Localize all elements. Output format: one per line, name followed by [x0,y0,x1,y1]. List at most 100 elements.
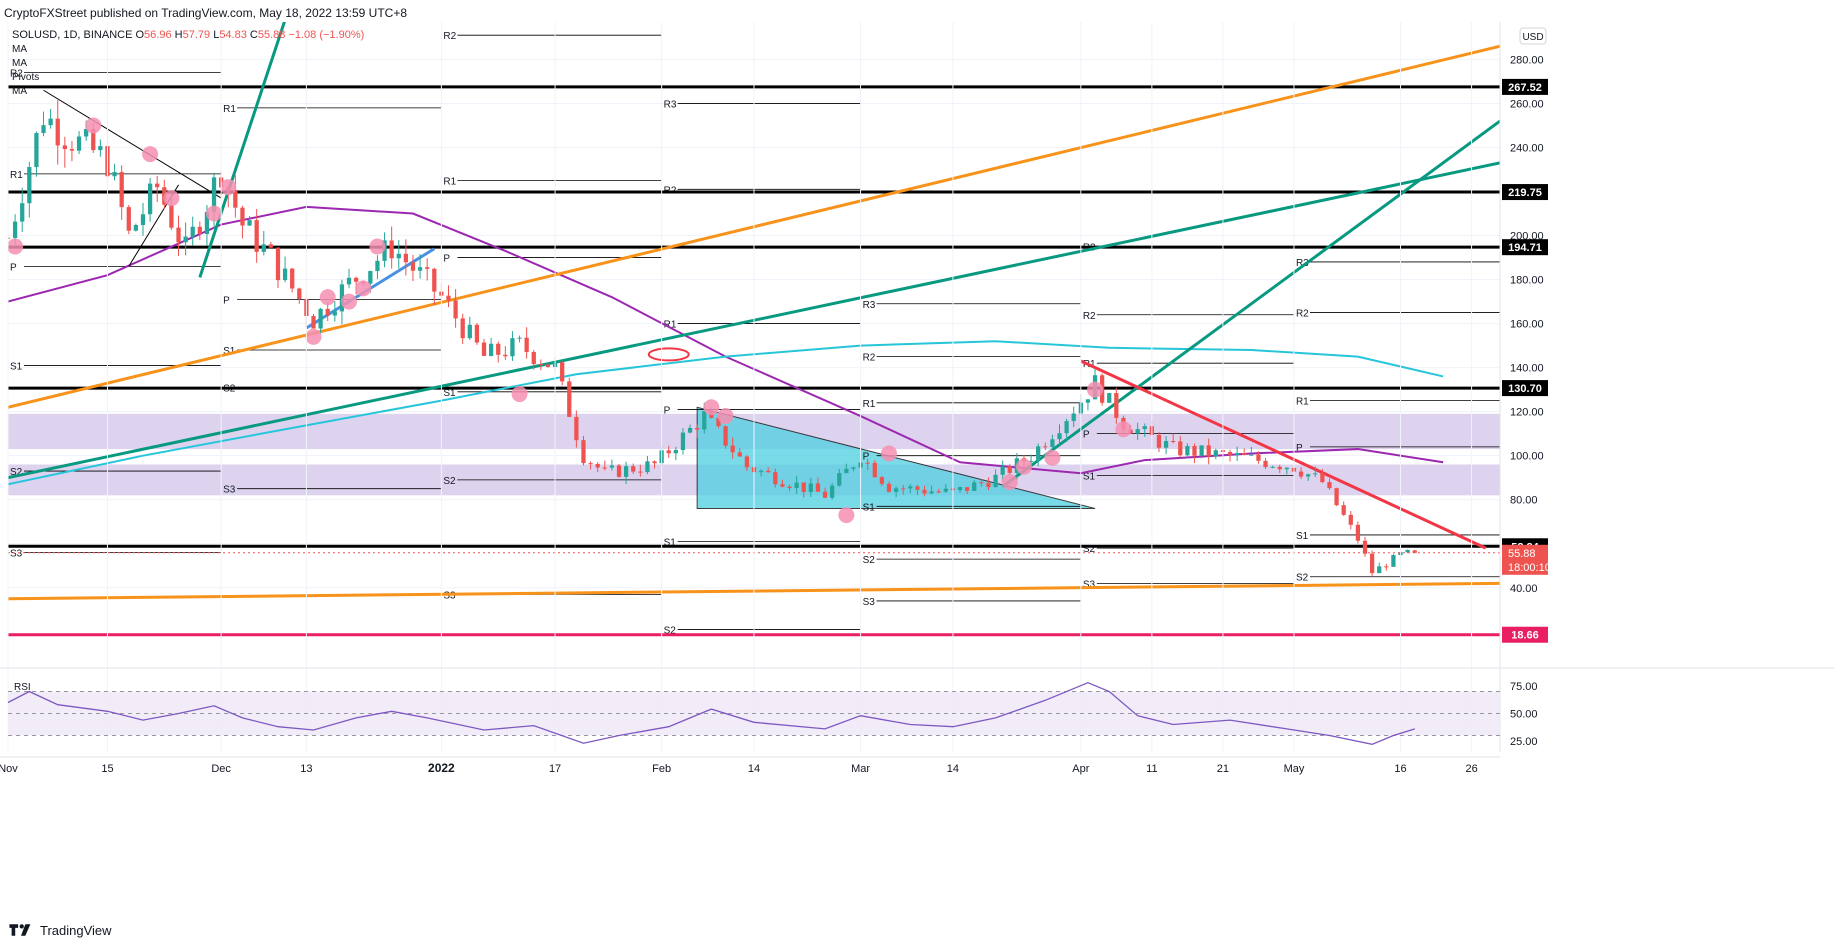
pivot-label: R1 [443,176,456,187]
key-level-badge [1502,184,1548,201]
highlight-circle [319,289,336,306]
pivot-label: S1 [1083,471,1096,482]
bar-countdown: 18:00:10 [1508,562,1551,574]
highlight-circle [8,238,24,255]
pivot-label: R1 [863,399,876,410]
candle-body [1171,440,1176,442]
candle-body [1199,445,1204,456]
candle-body [581,440,586,464]
pivot-label: S2 [10,467,23,478]
candle-body [91,129,96,151]
candle-body [1384,566,1389,568]
candle-body [204,211,210,235]
highlight-circle [511,386,528,403]
candle-body [290,268,295,289]
pivot-label: R3 [664,99,677,110]
pivot-label: P [863,452,870,463]
candle-body [69,149,75,151]
pivot-label: P [443,254,450,265]
highlight-circle [1044,449,1061,466]
pivot-label: P [10,262,17,273]
indicator-label: MA [12,58,27,69]
highlight-circle [220,179,237,196]
pivot-label: S1 [10,361,23,372]
key-level-badge-label: 194.71 [1508,242,1542,254]
candle-body [687,427,693,433]
pivot-label: S2 [1296,573,1309,584]
y-tick-label: 100.00 [1510,451,1544,463]
candle-body [666,450,671,454]
candle-body [481,342,487,356]
legend-h-value: 57.79 [183,29,214,41]
y-tick-label: 280.00 [1510,54,1544,66]
indicator-label: MA [12,44,27,55]
candle-body [233,189,238,208]
candle-body [1313,473,1318,475]
candle-body [574,416,579,441]
candle-body [773,472,778,485]
candle-body [126,207,131,231]
pivot-label: S1 [223,346,236,357]
x-tick-label: Feb [652,763,671,775]
candle-body [1263,460,1268,468]
pivot-label: R1 [1296,397,1309,408]
legend-c-label: C [250,29,258,41]
x-tick-label: 2022 [428,761,455,775]
candle-body [972,482,977,491]
candle-body [929,491,934,494]
highlight-circle [305,328,322,345]
candle-body [282,268,288,281]
candle-body [1284,467,1289,470]
candle-body [602,467,607,469]
candle-body [872,462,877,478]
candle-body [34,133,39,168]
pivot-label: R2 [1083,311,1096,322]
tradingview-footer[interactable]: TradingView [8,922,112,938]
candle-body [410,262,416,271]
candle-body [48,118,53,126]
candle-body [1377,566,1382,574]
legend-o-value: 56.96 [144,29,175,41]
highlight-circle [163,190,180,207]
candle-body [1057,433,1062,440]
candle-body [446,295,451,301]
candle-body [432,268,437,292]
candle-body [965,487,970,491]
candle-body [1341,505,1346,515]
indicator-label: Pivots [12,72,39,83]
candle-body [1163,440,1169,448]
currency-button[interactable] [1519,27,1547,45]
candle-body [1107,393,1112,403]
candle-body [1178,441,1183,456]
candle-body [155,183,160,188]
highlight-circle [717,408,734,425]
candle-body [354,277,359,282]
trendline [43,89,222,199]
candle-body [844,468,849,474]
highlight-circle [1087,381,1104,398]
candle-body [886,483,892,492]
currency-button-label[interactable]: USD [1522,32,1543,43]
candle-body [623,466,629,477]
pivot-label: P [1083,430,1090,441]
candle-body [453,300,458,319]
pivot-label: S1 [664,538,677,549]
candle-body [744,456,750,468]
candle-body [1000,466,1005,475]
candle-body [240,207,245,226]
y-tick-label: 160.00 [1510,319,1544,331]
candle-body [830,485,835,498]
candle-body [794,482,799,489]
pivot-label: R2 [1296,309,1309,320]
candle-body [616,465,622,477]
candle-body [84,129,89,137]
candle-body [147,183,153,215]
publisher-line: CryptoFXStreet published on TradingView.… [4,6,408,20]
candle-body [524,337,529,352]
candle-body [879,477,885,484]
candle-body [76,136,82,151]
candle-body [787,486,792,489]
candle-body [595,463,600,468]
key-level-badge-label: 267.52 [1508,82,1542,94]
candle-body [27,167,32,204]
